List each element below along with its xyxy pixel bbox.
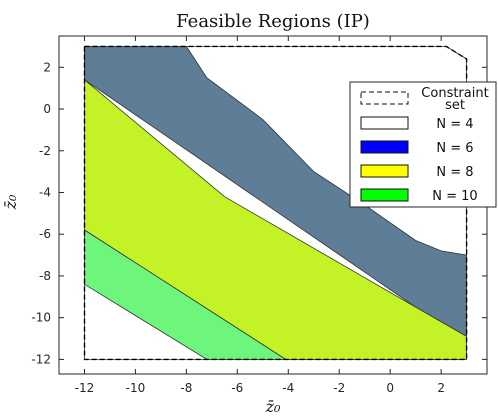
legend-label: N = 8 [436,165,473,180]
x-tick-label: -12 [75,381,95,395]
x-tick-label: -2 [333,381,345,395]
legend-label: set [445,98,465,113]
x-axis-ticks: -12 -10 -8 -6 -4 -2 0 2 [75,36,445,395]
y-axis-label: z̄₀ [1,194,20,210]
y-axis-ticks: 2 0 -2 -4 -6 -8 -10 -12 [31,60,487,366]
legend-swatch [360,140,409,154]
x-tick-label: 2 [437,381,445,395]
chart-title: Feasible Regions (IP) [176,11,370,32]
y-tick-label: -2 [39,144,51,158]
y-tick-label: -8 [39,269,51,283]
constraint-set-outline [83,45,468,361]
x-tick-label: -10 [126,381,146,395]
y-tick-label: -12 [31,352,51,366]
legend-swatch [360,188,409,202]
x-tick-label: -6 [231,381,243,395]
x-tick-label: 0 [386,381,394,395]
legend-swatch [360,91,409,105]
y-tick-label: -4 [39,185,51,199]
legend-label: N = 6 [436,141,473,156]
x-tick-label: -8 [180,381,192,395]
x-tick-label: -4 [282,381,294,395]
legend-swatch [360,164,409,178]
legend-label: N = 4 [436,117,473,132]
legend-label: N = 10 [432,189,477,204]
x-axis-label: z̄₀ [265,397,281,416]
y-tick-label: -10 [31,311,51,325]
legend-label: Constraint [421,86,488,101]
legend-swatch [360,116,409,130]
y-tick-label: 2 [43,60,51,74]
y-tick-label: -6 [39,227,51,241]
y-tick-label: 0 [43,102,51,116]
